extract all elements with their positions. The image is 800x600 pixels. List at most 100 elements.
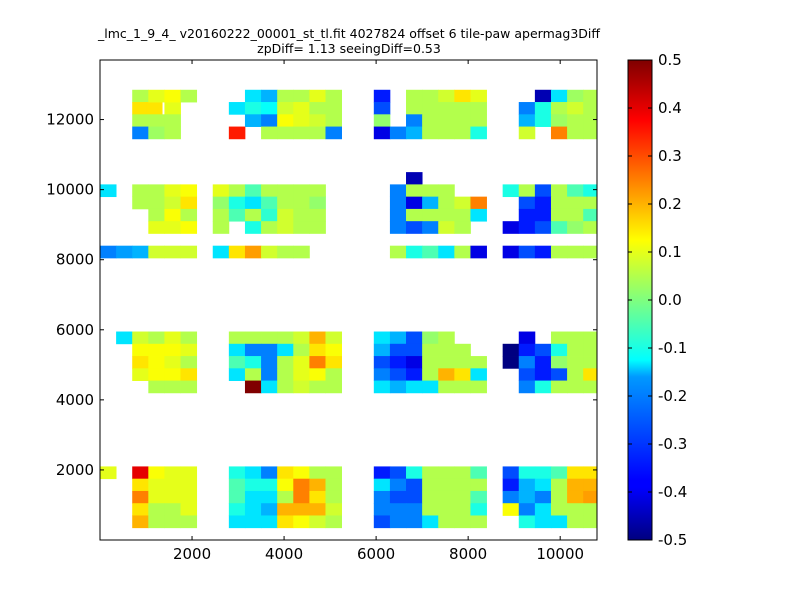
heatmap-cell [244, 89, 262, 103]
heatmap-cell [389, 368, 407, 381]
heatmap-cell [132, 331, 149, 345]
heatmap-cell [228, 331, 246, 345]
heatmap-cell [422, 114, 439, 127]
heatmap-cell [567, 380, 584, 394]
heatmap-cell [389, 466, 407, 480]
heatmap-cell [309, 126, 326, 140]
heatmap-cell [534, 368, 552, 381]
colorbar-tick-label: -0.4 [658, 483, 687, 501]
heatmap-cell [454, 478, 471, 492]
heatmap-cell [583, 196, 597, 210]
heatmap-cell [148, 343, 165, 357]
heatmap-cell [550, 343, 568, 357]
heatmap-cell [132, 196, 149, 210]
heatmap-cell [454, 221, 471, 234]
heatmap-cell [583, 221, 597, 234]
heatmap-cell [164, 126, 181, 140]
heatmap-cell [550, 515, 568, 529]
heatmap-cell [244, 343, 262, 357]
heatmap-cell [164, 184, 181, 198]
heatmap-cell [244, 208, 262, 222]
heatmap-cell [454, 89, 471, 103]
heatmap-cell [502, 503, 520, 516]
heatmap-cell [244, 245, 262, 259]
heatmap-cell [277, 221, 294, 234]
heatmap-cell [148, 368, 165, 381]
y-tick-label: 2000 [56, 461, 94, 479]
colorbar-tick-label: 0.1 [658, 243, 682, 261]
heatmap-cell [132, 515, 149, 529]
heatmap-cell [277, 343, 294, 357]
heatmap-cell [293, 114, 310, 127]
heatmap-cell [389, 208, 407, 222]
heatmap-cell [325, 490, 342, 504]
heatmap-cell [550, 503, 568, 516]
heatmap-cell [406, 89, 423, 103]
heatmap-cell [180, 196, 198, 210]
heatmap-cell [293, 490, 310, 504]
x-tick-label: 10000 [536, 545, 584, 563]
heatmap-cell [550, 368, 568, 381]
heatmap-cell [518, 102, 536, 115]
heatmap-cell [583, 515, 597, 529]
heatmap-cell [534, 221, 552, 234]
heatmap-cell [180, 245, 198, 259]
heatmap-cell [583, 368, 597, 381]
heatmap-cell [567, 89, 584, 103]
heatmap-cell [164, 331, 181, 345]
heatmap-cell [550, 126, 568, 140]
heatmap-cell [228, 503, 246, 516]
heatmap-cell [518, 114, 536, 127]
heatmap-cell [438, 196, 455, 210]
heatmap-cell [518, 331, 536, 345]
heatmap-cell [518, 368, 536, 381]
heatmap-cell [454, 515, 471, 529]
heatmap-cell [389, 380, 407, 394]
colorbar-tick-label: 0.4 [658, 99, 682, 117]
heatmap-cell [550, 245, 568, 259]
heatmap-cell [180, 466, 198, 480]
x-tick-label: 4000 [265, 545, 303, 563]
heatmap-cell [148, 515, 165, 529]
heatmap-cell [277, 245, 294, 259]
heatmap-cell [567, 331, 584, 345]
heatmap-cell [373, 102, 391, 115]
heatmap-cell [550, 114, 568, 127]
heatmap-cell [550, 184, 568, 198]
heatmap-cell [406, 245, 423, 259]
heatmap-cell [373, 490, 391, 504]
heatmap-cell [389, 343, 407, 357]
heatmap-cell [261, 221, 278, 234]
heatmap-cell [583, 503, 597, 516]
x-tick-label: 6000 [357, 545, 395, 563]
heatmap-cell [309, 184, 326, 198]
heatmap-cell [470, 208, 487, 222]
y-tick-label: 6000 [56, 321, 94, 339]
heatmap-cell [406, 356, 423, 369]
heatmap-cell [534, 356, 552, 369]
heatmap-cell [470, 102, 487, 115]
heatmap-cell [550, 331, 568, 345]
heatmap-cell [132, 490, 149, 504]
heatmap-cell [583, 208, 597, 222]
heatmap-cell [567, 245, 584, 259]
heatmap-cell [261, 196, 278, 210]
heatmap-cell [309, 478, 326, 492]
heatmap-cell [180, 478, 198, 492]
colorbar-tick-label: -0.3 [658, 435, 687, 453]
heatmap-cell [100, 245, 117, 259]
heatmap-cell [309, 221, 326, 234]
heatmap-cell [438, 208, 455, 222]
plot-frame [99, 59, 598, 541]
heatmap-cell [325, 380, 342, 394]
heatmap-cell [534, 380, 552, 394]
heatmap-cell [261, 102, 278, 115]
heatmap-cell [261, 503, 278, 516]
heatmap-cell [422, 126, 439, 140]
heatmap-cell [180, 184, 198, 198]
heatmap-cell [100, 184, 117, 198]
heatmap-cell [309, 196, 326, 210]
heatmap-cell [599, 479, 616, 492]
heatmap-cell [309, 343, 326, 357]
